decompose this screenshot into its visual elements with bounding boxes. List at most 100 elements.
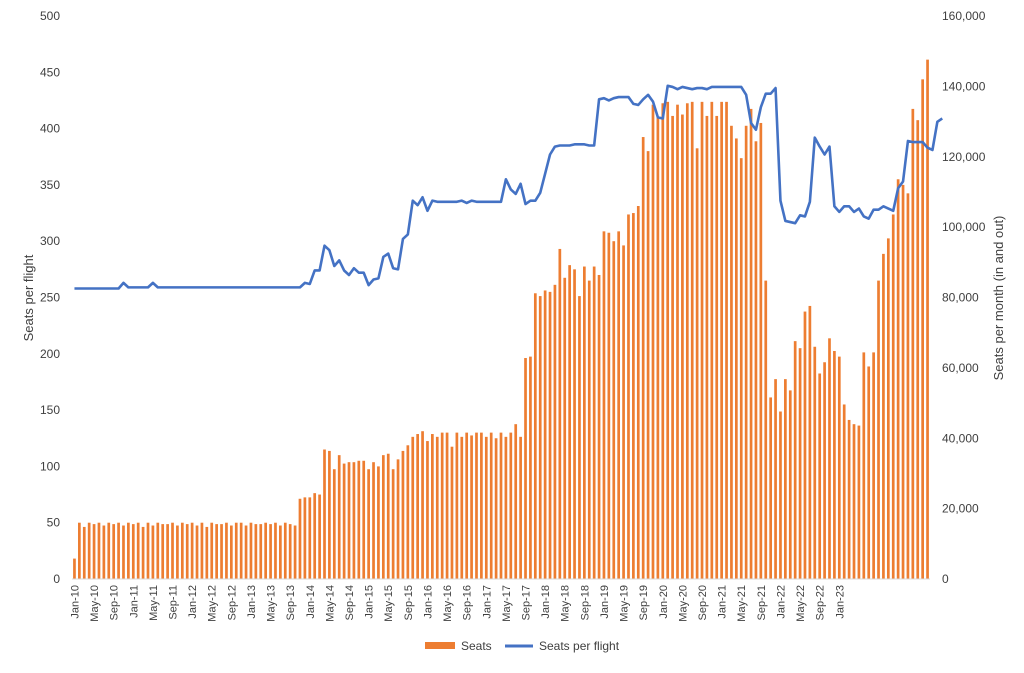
seats-bar	[558, 248, 562, 579]
right-tick-label: 100,000	[942, 220, 986, 234]
x-tick-label: Sep-21	[756, 585, 768, 620]
seats-bar	[627, 214, 630, 579]
x-tick-label: Jan-11	[128, 585, 140, 618]
seats-bar	[700, 101, 704, 580]
seats-bar	[229, 525, 233, 579]
seats-bar	[480, 432, 483, 579]
x-tick-label: Sep-10	[109, 585, 121, 620]
right-tick-label: 80,000	[942, 291, 979, 305]
seats-bar	[210, 522, 214, 579]
seats-bar	[646, 151, 650, 579]
seats-bar	[666, 101, 670, 580]
left-tick-label: 250	[40, 291, 60, 305]
seats-bar	[533, 293, 537, 579]
x-tick-label: Sep-14	[344, 585, 356, 620]
seats-bar	[891, 214, 895, 579]
seats-bar	[431, 434, 434, 579]
seats-bar	[749, 108, 753, 580]
seats-bar	[911, 108, 915, 580]
seats-bar	[440, 432, 444, 579]
seats-bar	[102, 525, 106, 579]
x-tick-label: Sep-20	[697, 585, 709, 620]
right-tick-label: 40,000	[942, 431, 979, 445]
seats-bar	[180, 522, 184, 579]
seats-bar	[886, 238, 890, 579]
x-tick-label: May-21	[736, 585, 748, 622]
x-tick-label: Jan-20	[658, 585, 670, 619]
seats-bar	[597, 274, 601, 579]
seats-bar	[352, 462, 356, 579]
left-tick-label: 450	[40, 65, 60, 79]
seats-bar	[426, 441, 429, 579]
x-tick-label: May-14	[324, 585, 336, 622]
seats-bar	[308, 497, 312, 579]
seats-bar	[342, 463, 346, 579]
seats-bar	[435, 436, 439, 579]
seats-bar	[298, 498, 302, 579]
seats-bar	[450, 446, 454, 579]
left-tick-label: 100	[40, 459, 60, 473]
seats-bar	[195, 525, 199, 579]
seats-bar	[460, 436, 464, 579]
seats-bar	[288, 524, 292, 579]
seats-bar	[254, 524, 258, 579]
seats-bar	[73, 558, 76, 579]
right-tick-label: 120,000	[942, 150, 986, 164]
seats-bar	[328, 450, 331, 579]
x-tick-label: Jan-14	[305, 585, 317, 619]
seats-bar	[131, 524, 135, 579]
seats-bar	[445, 432, 449, 579]
x-tick-label: Sep-18	[579, 585, 591, 620]
seats-bar	[416, 434, 419, 579]
x-tick-label: Sep-19	[638, 585, 650, 620]
x-tick-label: May-12	[207, 585, 219, 622]
seats-bar	[92, 524, 96, 579]
x-tick-label: May-16	[442, 585, 454, 622]
left-tick-label: 0	[53, 572, 60, 586]
seats-bar	[705, 115, 709, 580]
seats-bar	[141, 526, 145, 579]
x-tick-label: Jan-23	[834, 585, 846, 619]
seats-bar	[357, 460, 361, 579]
seats-bar	[127, 522, 130, 579]
seats-bar	[671, 115, 674, 580]
seats-bar	[259, 524, 263, 579]
seats-bar	[568, 265, 571, 579]
seats-bar	[695, 148, 699, 579]
seats-bar	[715, 115, 719, 580]
seats-bar	[896, 179, 900, 579]
seats-bar	[563, 277, 567, 579]
right-axis-ticks: 0 20,000 40,000 60,000 80,000 100,000 120,000 1…	[942, 9, 986, 586]
seats-bar	[573, 269, 576, 579]
seats-bar	[401, 450, 405, 579]
seats-bar	[921, 79, 924, 579]
seats-bar	[676, 104, 679, 580]
seats-bar	[499, 432, 503, 579]
x-tick-label: Jan-21	[717, 585, 729, 619]
x-tick-label: May-17	[501, 585, 513, 622]
seats-bar	[524, 358, 527, 579]
x-tick-label: May-11	[148, 585, 160, 621]
seats-bar	[617, 231, 621, 579]
seats-bar	[509, 432, 513, 579]
seats-bar	[852, 424, 856, 579]
seats-bar	[837, 356, 841, 579]
seats-bar	[171, 522, 174, 579]
left-tick-label: 500	[40, 9, 60, 23]
seats-bar	[514, 424, 518, 579]
seats-bar	[906, 193, 910, 579]
seats-bar	[372, 462, 375, 579]
seats-bar	[377, 466, 380, 579]
seats-bar	[283, 522, 287, 579]
seats-bar	[215, 524, 218, 579]
seats-bar	[274, 522, 277, 579]
x-tick-label: May-13	[266, 585, 278, 622]
seats-bar	[842, 404, 846, 579]
seats-bar	[548, 291, 552, 579]
seats-bar	[117, 522, 120, 579]
x-tick-label: May-18	[560, 585, 572, 622]
seats-bar	[313, 493, 317, 579]
seats-bar	[484, 436, 488, 579]
